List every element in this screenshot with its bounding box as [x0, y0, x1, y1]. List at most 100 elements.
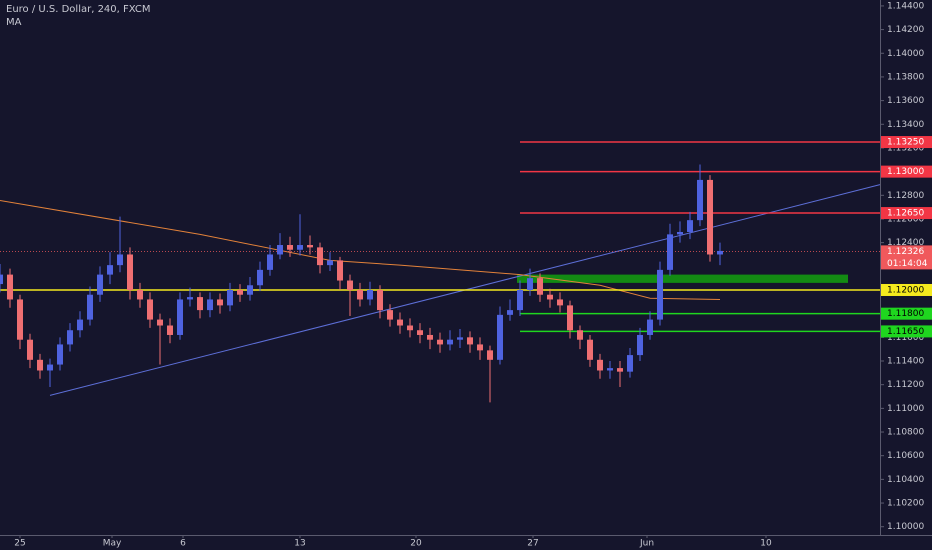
- candle-body: [467, 337, 473, 345]
- candle-body: [347, 280, 353, 290]
- level-tag: [881, 165, 932, 178]
- candle-body: [17, 299, 23, 340]
- level-tag-label: 1.12000: [887, 285, 924, 295]
- candle-body: [667, 234, 673, 270]
- candle-body: [687, 220, 693, 232]
- candle-body: [397, 319, 403, 326]
- candle-body: [297, 245, 303, 250]
- candle-body: [197, 297, 203, 311]
- candle-body: [57, 344, 63, 365]
- x-tick-label: Jun: [639, 539, 654, 549]
- candle-body: [547, 294, 553, 300]
- candle-body: [107, 265, 113, 275]
- candle-body: [577, 330, 583, 340]
- level-tag: [881, 136, 932, 149]
- level-tag: [881, 325, 932, 338]
- candle-body: [77, 319, 83, 331]
- candle-body: [437, 339, 443, 345]
- level-tag: [881, 283, 932, 296]
- candle-body: [387, 310, 393, 320]
- candle-body: [167, 325, 173, 335]
- y-tick-label: 1.12600: [887, 214, 924, 224]
- candle-body: [557, 299, 563, 306]
- candle-body: [237, 289, 243, 295]
- x-tick-label: 13: [294, 539, 305, 549]
- y-tick-label: 1.10800: [887, 428, 924, 438]
- candle-body: [497, 314, 503, 360]
- candle-body: [617, 368, 623, 372]
- y-tick-label: 1.12400: [887, 238, 924, 248]
- candle-body: [367, 289, 373, 300]
- candle-body: [267, 254, 273, 270]
- x-tick-label: 25: [14, 539, 25, 549]
- candle-body: [487, 350, 493, 360]
- y-tick-label: 1.14000: [887, 49, 924, 59]
- support-zone: [517, 274, 848, 283]
- current-price-label: 1.12326: [887, 247, 924, 257]
- candle-body: [277, 245, 283, 255]
- candle-body: [477, 344, 483, 351]
- y-tick-label: 1.11200: [887, 380, 924, 390]
- level-tag-label: 1.12650: [887, 209, 924, 219]
- candle-body: [567, 305, 573, 331]
- y-tick-label: 1.10000: [887, 522, 924, 532]
- x-tick-label: 6: [180, 539, 186, 549]
- chart-title: Euro / U.S. Dollar, 240, FXCM: [6, 4, 151, 15]
- candle-body: [147, 299, 153, 320]
- x-tick-label: May: [103, 539, 122, 549]
- candle-body: [407, 325, 413, 331]
- x-tick-label: 20: [410, 539, 422, 549]
- candle-body: [507, 310, 513, 315]
- countdown-label: 01:14:04: [887, 259, 928, 269]
- candle-body: [207, 299, 213, 311]
- candle-body: [337, 260, 343, 281]
- y-tick-label: 1.12800: [887, 191, 924, 201]
- x-tick-label: 27: [527, 539, 538, 549]
- y-tick-label: 1.13200: [887, 143, 924, 153]
- candle-body: [597, 359, 603, 371]
- candle-body: [117, 254, 123, 266]
- y-tick-label: 1.11000: [887, 404, 924, 414]
- candle-body: [7, 274, 13, 300]
- candle-body: [537, 278, 543, 295]
- x-tick-label: 10: [760, 539, 772, 549]
- candle-body: [327, 260, 333, 266]
- indicator-label: MA: [6, 17, 22, 28]
- y-tick-label: 1.14200: [887, 25, 924, 35]
- candle-body: [637, 334, 643, 356]
- candle-body: [707, 179, 713, 255]
- candle-body: [27, 339, 33, 360]
- candle-body: [317, 247, 323, 266]
- candle-body: [527, 278, 533, 290]
- candle-body: [227, 289, 233, 306]
- candle-body: [677, 231, 683, 235]
- candle-body: [447, 339, 453, 345]
- moving-average: [0, 200, 721, 300]
- candle-body: [67, 330, 73, 345]
- level-tag-label: 1.11800: [887, 309, 924, 319]
- y-tick-label: 1.10600: [887, 451, 924, 461]
- candle-body: [87, 294, 93, 320]
- current-price-tag: [881, 245, 932, 270]
- y-tick-label: 1.10400: [887, 475, 924, 485]
- y-tick-label: 1.13600: [887, 96, 924, 106]
- candle-body: [607, 368, 613, 371]
- candle-body: [697, 179, 703, 221]
- candle-body: [127, 254, 133, 290]
- y-tick-label: 1.10200: [887, 499, 924, 509]
- candle-body: [357, 289, 363, 300]
- candle-body: [627, 355, 633, 372]
- candle-body: [157, 319, 163, 326]
- candle-body: [47, 364, 53, 371]
- candle-body: [307, 245, 313, 248]
- y-tick-label: 1.13800: [887, 72, 924, 82]
- candle-body: [97, 274, 103, 295]
- candle-body: [0, 274, 3, 285]
- candle-body: [187, 297, 193, 300]
- level-tag-label: 1.11650: [887, 327, 924, 337]
- level-tag: [881, 207, 932, 220]
- y-tick-label: 1.13400: [887, 120, 924, 130]
- level-tag: [881, 307, 932, 320]
- y-tick-label: 1.14400: [887, 1, 924, 11]
